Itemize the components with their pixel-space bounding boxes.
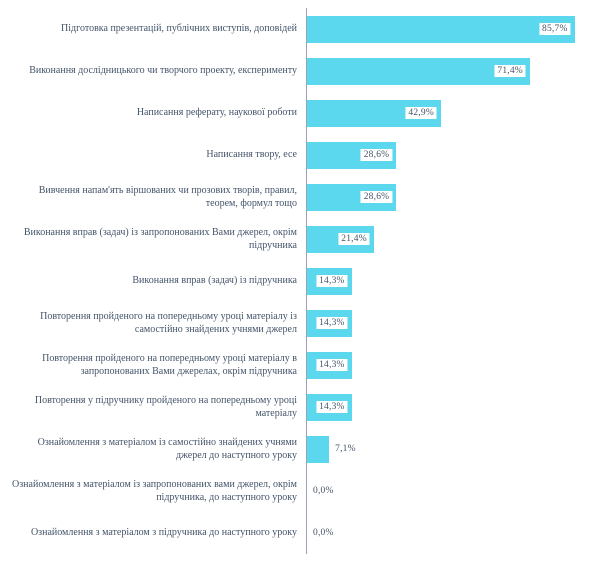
category-label: Виконання вправ (задач) із підручника [132,275,297,287]
plot-area: 0,0% [306,512,588,554]
value-label: 0,0% [313,528,334,538]
category-label: Повторення пройденого на попередньому ур… [40,310,297,335]
chart-row: Виконання вправ (задач) із підручника 14,… [0,260,600,302]
value-label: 14,3% [316,359,348,371]
value-label: 85,7% [539,23,571,35]
chart-row: Повторення у підручнику пройденого на по… [0,386,600,428]
chart-row: Повторення пройденого на попередньому ур… [0,344,600,386]
chart-row: Написання реферату, наукової роботи 42,9% [0,92,600,134]
chart-row: Вивчення напам'ять віршованих чи прозови… [0,176,600,218]
category-label: Виконання дослідницького чи творчого про… [29,65,297,77]
chart-row: Повторення пройденого на попередньому ур… [0,302,600,344]
category-label: Ознайомлення з матеріалом із запропонова… [12,478,297,503]
bar [307,57,530,85]
value-label: 7,1% [335,444,356,454]
category-label: Ознайомлення з матеріалом із самостійно … [37,436,297,461]
chart-row: Написання твору, есе 28,6% [0,134,600,176]
value-label: 14,3% [316,401,348,413]
category-label: Повторення пройденого на попередньому ур… [42,352,297,377]
value-label: 14,3% [316,317,348,329]
category-label: Вивчення напам'ять віршованих чи прозови… [38,184,297,209]
plot-area: 42,9% [306,92,588,134]
plot-area: 85,7% [306,8,588,50]
plot-area: 71,4% [306,50,588,92]
category-label: Підготовка презентацій, публічних виступ… [61,23,297,35]
plot-area: 28,6% [306,134,588,176]
value-label: 21,4% [338,233,370,245]
chart-rows: Підготовка презентацій, публічних виступ… [0,8,600,554]
plot-area: 14,3% [306,260,588,302]
plot-area: 7,1% [306,428,588,470]
plot-area: 28,6% [306,176,588,218]
plot-area: 14,3% [306,386,588,428]
value-label: 28,6% [360,191,393,203]
chart-row: Ознайомлення з матеріалом із самостійно … [0,428,600,470]
chart-row: Ознайомлення з матеріалом із запропонова… [0,470,600,512]
value-label: 71,4% [494,65,526,77]
category-label: Виконання вправ (задач) із запропоновани… [23,226,297,251]
value-label: 14,3% [316,275,348,287]
category-label: Написання твору, есе [206,149,297,161]
chart-row: Виконання дослідницького чи творчого про… [0,50,600,92]
plot-area: 0,0% [306,470,588,512]
bar [307,15,575,43]
value-label: 0,0% [313,486,334,496]
chart-row: Ознайомлення з матеріалом з підручника д… [0,512,600,554]
bar [307,435,330,463]
value-label: 28,6% [360,149,393,161]
chart-row: Підготовка презентацій, публічних виступ… [0,8,600,50]
plot-area: 14,3% [306,302,588,344]
value-label: 42,9% [405,107,437,119]
category-label: Ознайомлення з матеріалом з підручника д… [30,527,297,539]
plot-area: 21,4% [306,218,588,260]
plot-area: 14,3% [306,344,588,386]
chart-row: Виконання вправ (задач) із запропоновани… [0,218,600,260]
category-label: Написання реферату, наукової роботи [136,107,297,119]
category-label: Повторення у підручнику пройденого на по… [34,394,297,419]
